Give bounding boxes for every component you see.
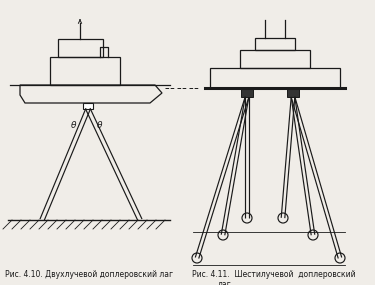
Circle shape	[278, 213, 288, 223]
Text: θ: θ	[97, 121, 103, 130]
Bar	[240, 50, 310, 68]
Circle shape	[335, 253, 345, 263]
Bar	[58, 39, 103, 57]
Text: θ: θ	[71, 121, 77, 130]
Bar	[210, 68, 340, 88]
Bar	[50, 57, 120, 85]
Bar	[83, 103, 93, 109]
Circle shape	[192, 253, 202, 263]
Bar	[255, 38, 295, 50]
Text: лаг: лаг	[218, 280, 232, 285]
Text: Рис. 4.11.  Шестилучевой  доплеровский: Рис. 4.11. Шестилучевой доплеровский	[192, 270, 356, 279]
Bar	[287, 88, 299, 97]
Text: Рис. 4.10. Двухлучевой доплеровский лаг: Рис. 4.10. Двухлучевой доплеровский лаг	[5, 270, 173, 279]
Bar	[241, 88, 253, 97]
Circle shape	[308, 230, 318, 240]
Circle shape	[218, 230, 228, 240]
Circle shape	[242, 213, 252, 223]
